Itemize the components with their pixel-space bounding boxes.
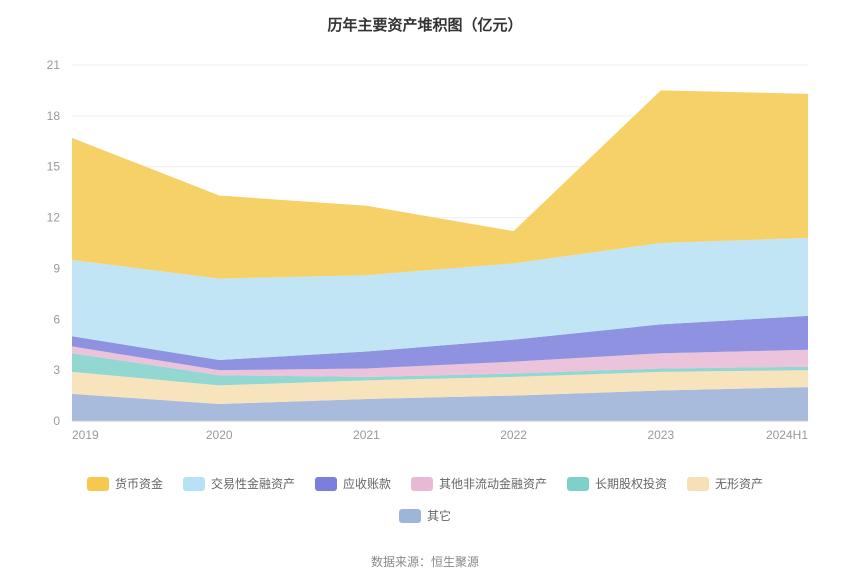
legend-swatch <box>399 509 421 523</box>
legend-item[interactable]: 交易性金融资产 <box>183 472 295 496</box>
legend-item[interactable]: 无形资产 <box>687 472 763 496</box>
svg-text:2020: 2020 <box>206 428 233 442</box>
legend-item[interactable]: 应收账款 <box>315 472 391 496</box>
legend-swatch <box>183 477 205 491</box>
chart-legend: 货币资金 交易性金融资产 应收账款 其他非流动金融资产 长期股权投资 无形资产其它 <box>0 461 850 535</box>
svg-text:15: 15 <box>47 160 61 174</box>
legend-label: 其它 <box>427 504 451 528</box>
svg-text:2024H1: 2024H1 <box>766 428 808 442</box>
stacked-area-chart: 0 3 6 9 12 15 18 21 2019 2020 2021 2022 2023 2024H1 <box>0 41 850 461</box>
legend-swatch <box>687 477 709 491</box>
svg-text:3: 3 <box>53 363 60 377</box>
svg-text:0: 0 <box>53 414 60 428</box>
legend-label: 货币资金 <box>115 472 163 496</box>
svg-text:2023: 2023 <box>647 428 674 442</box>
chart-title: 历年主要资产堆积图（亿元） <box>0 0 850 41</box>
svg-text:9: 9 <box>53 261 60 275</box>
legend-label: 无形资产 <box>715 472 763 496</box>
legend-item[interactable]: 其他非流动金融资产 <box>411 472 547 496</box>
legend-label: 长期股权投资 <box>595 472 667 496</box>
data-source-label: 数据来源：恒生聚源 <box>0 535 850 570</box>
svg-text:12: 12 <box>47 211 61 225</box>
legend-label: 其他非流动金融资产 <box>439 472 547 496</box>
chart-plot-area: 0 3 6 9 12 15 18 21 2019 2020 2021 2022 2023 2024H1 <box>0 41 850 461</box>
legend-label: 交易性金融资产 <box>211 472 295 496</box>
legend-swatch <box>411 477 433 491</box>
legend-item[interactable]: 长期股权投资 <box>567 472 667 496</box>
svg-text:2022: 2022 <box>500 428 527 442</box>
chart-container: 历年主要资产堆积图（亿元） 0 3 6 9 12 15 18 21 2019 2020 2021 20… <box>0 0 850 575</box>
legend-item[interactable]: 货币资金 <box>87 472 163 496</box>
svg-text:2019: 2019 <box>72 428 99 442</box>
svg-text:21: 21 <box>47 58 61 72</box>
legend-label: 应收账款 <box>343 472 391 496</box>
legend-swatch <box>315 477 337 491</box>
svg-text:2021: 2021 <box>353 428 380 442</box>
legend-swatch <box>87 477 109 491</box>
legend-item[interactable]: 其它 <box>399 504 451 528</box>
legend-swatch <box>567 477 589 491</box>
svg-text:18: 18 <box>47 109 61 123</box>
svg-text:6: 6 <box>53 312 60 326</box>
